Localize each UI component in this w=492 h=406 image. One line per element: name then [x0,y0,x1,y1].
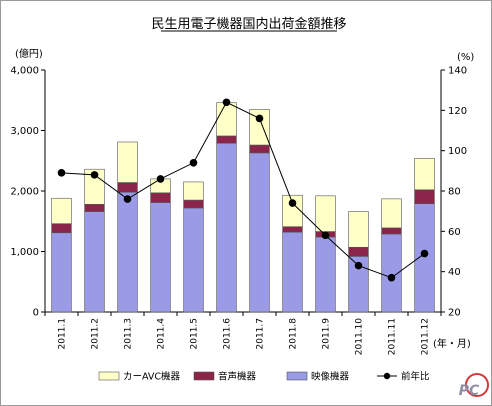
bar [51,223,72,234]
line-point [354,261,363,270]
line-point [288,199,297,207]
y-axis-left-label: (億円) [15,47,43,60]
bar [117,182,138,193]
line-point [156,175,165,183]
bar [216,102,237,137]
legend-label: 映像機器 [311,371,350,383]
bar [183,181,204,201]
bar [414,189,435,205]
legend-label: 前年比 [401,371,430,383]
x-tick-label: 2011.9 [322,318,332,350]
bar [249,152,270,313]
bar [84,211,105,313]
y-axis-right-label: (%) [457,52,474,63]
y-tick-label-left: 2,000 [10,187,39,198]
watermark-text: PC [459,383,480,399]
bar [414,203,435,313]
line-point [90,171,99,179]
bar [315,195,336,232]
y-tick-label-right: 60 [448,227,461,238]
y-tick-label-left: 3,000 [10,126,39,137]
watermark-logo: PC [459,373,489,399]
bar [183,199,204,209]
x-tick-label: 2011.1 [58,318,68,350]
bar [216,142,237,313]
bar [249,109,270,146]
x-tick-label: 2011.10 [355,318,365,355]
bar [348,246,369,257]
bar [51,232,72,313]
y-tick-label-left: 1,000 [10,247,39,258]
line-point [420,249,429,258]
bar [51,197,72,224]
x-tick-label: 2011.5 [190,318,200,350]
line-point [57,169,66,177]
bar [282,231,303,313]
chart-title: 民生用電子機器国内出荷金額推移 [151,16,346,32]
legend-marker [383,372,391,380]
bar [381,227,402,235]
legend-label: 音声機器 [218,371,257,383]
bar [315,236,336,313]
line-point [255,114,264,123]
x-tick-label: 2011.3 [124,318,134,350]
legend-swatch [193,371,215,381]
x-tick-label: 2011.7 [256,318,266,350]
x-tick-label: 2011.11 [388,318,398,355]
line-point [222,98,231,107]
bar [117,191,138,313]
legend-swatch [98,371,120,381]
line-point [189,158,198,167]
line-point [123,195,132,203]
y-tick-label-left: 0 [33,308,39,319]
y-tick-label-right: 120 [448,106,467,117]
x-tick-label: 2011.2 [91,318,101,350]
legend-swatch [286,371,308,381]
bar [348,211,369,248]
bar [414,158,435,191]
x-tick-label: 2011.12 [421,318,431,355]
line-point [387,273,396,282]
bar [282,226,303,233]
y-tick-label-right: 140 [448,66,467,77]
y-tick-label-left: 4,000 [10,66,39,77]
legend-label: カーAVC機器 [123,371,181,383]
bar-series [51,102,435,313]
x-axis-label: (年・月) [433,337,471,350]
line-point [321,231,330,240]
axes: 0 1,000 2,000 3,000 4,000 20 40 60 80 100 120 140 20… [10,66,467,356]
legend: カーAVC機器 音声機器 映像機器 前年比 [98,371,430,383]
bar [216,135,237,144]
x-tick-label: 2011.6 [223,318,233,350]
y-tick-label-right: 100 [448,146,467,157]
bar [381,198,402,229]
y-tick-label-right: 80 [448,187,461,198]
bar [183,207,204,313]
bar [117,141,138,183]
bar [282,194,303,227]
line-series [57,98,429,282]
series-line [61,101,425,279]
bar [150,192,171,203]
x-tick-label: 2011.8 [289,318,299,350]
y-tick-label-right: 20 [448,308,461,319]
bar [84,204,105,212]
y-tick-label-right: 40 [448,267,461,278]
bar [249,144,270,154]
bar [150,202,171,313]
x-tick-label: 2011.4 [157,318,167,350]
